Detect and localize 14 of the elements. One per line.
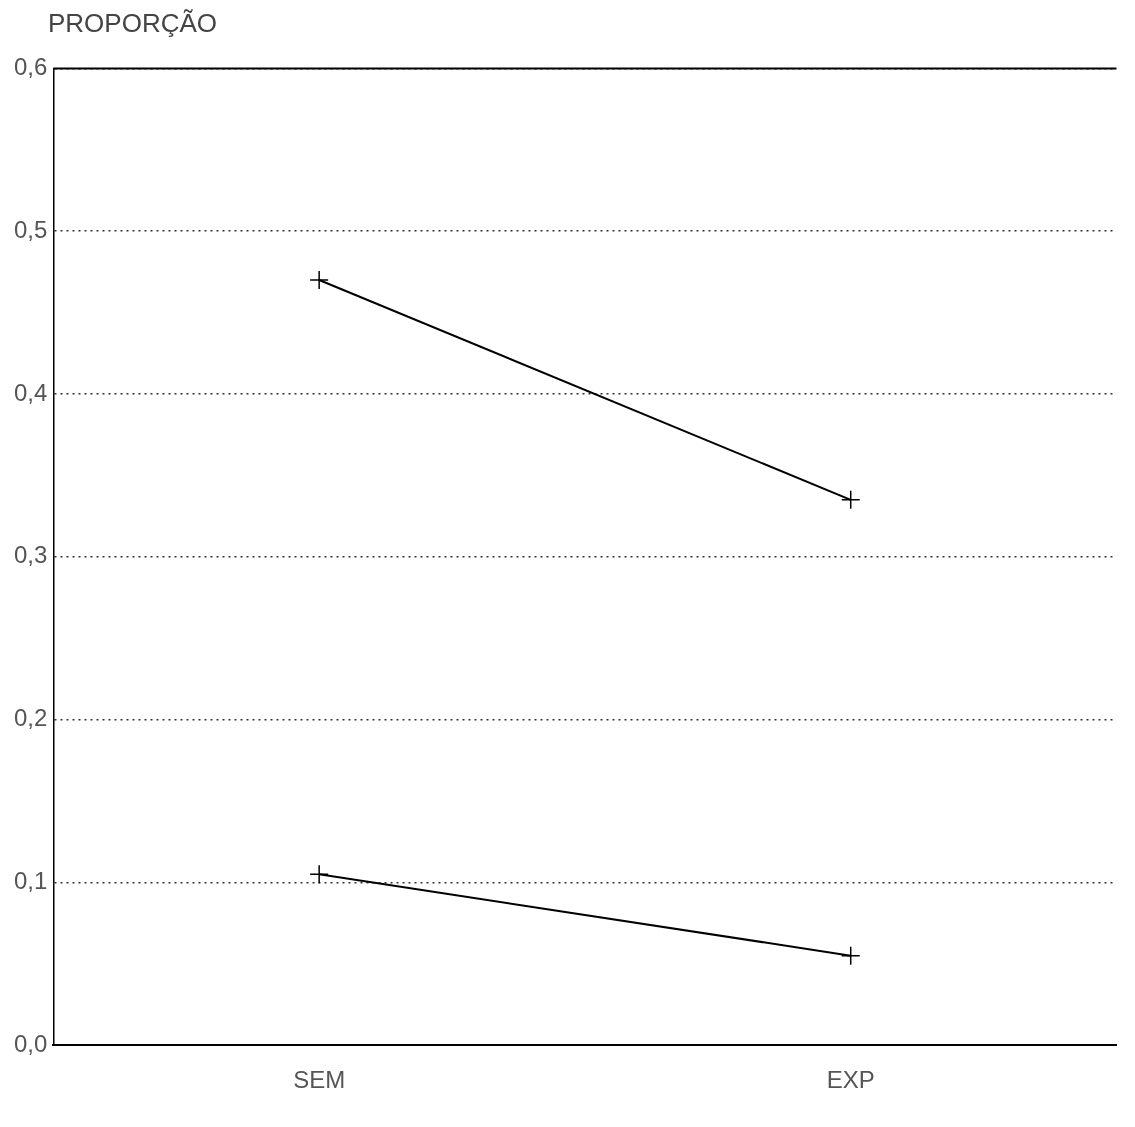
x-tick-label: SEM [293,1066,346,1094]
y-axis-title: PROPORÇÃO [48,8,219,40]
y-tick-label: 0,1 [13,867,48,895]
y-tick-label: 0,0 [13,1029,48,1057]
point [840,945,861,966]
y-tick-label: 0,5 [13,215,48,243]
x-tick-label: EXP [826,1066,875,1094]
y-tick-label: 0,2 [13,704,48,732]
y-tick-label: 0,3 [13,541,48,569]
point [840,490,861,510]
point [309,270,329,290]
point [309,864,329,885]
y-tick-label: 0,6 [13,53,48,81]
y-tick-label: 0,4 [13,378,48,406]
